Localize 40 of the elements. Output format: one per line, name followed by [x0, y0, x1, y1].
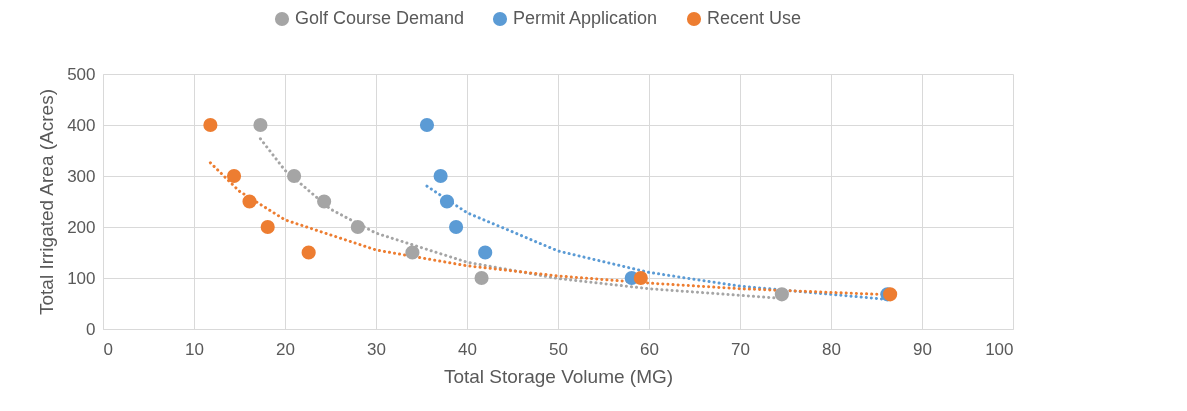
x-tick-label: 50	[549, 339, 568, 359]
point	[633, 270, 648, 286]
x-tick-label: 60	[640, 339, 659, 359]
y-tick-label: 0	[86, 319, 96, 339]
y-tick-label: 400	[67, 115, 96, 135]
legend-label: Golf Course Demand	[295, 8, 465, 28]
point	[419, 117, 435, 133]
point	[474, 270, 489, 286]
point	[350, 219, 365, 235]
x-tick-label: 40	[458, 339, 477, 359]
y-tick-label: 100	[67, 268, 96, 288]
point	[449, 219, 464, 235]
x-tick-label: 90	[913, 339, 932, 359]
point	[433, 168, 448, 184]
point	[301, 245, 316, 260]
x-tick-label: 100	[985, 339, 1014, 359]
y-tick-label: 500	[67, 64, 96, 84]
point	[203, 117, 218, 133]
point	[478, 245, 493, 260]
point	[242, 194, 257, 209]
x-tick-label: 20	[276, 339, 295, 359]
point	[317, 194, 332, 209]
point	[774, 287, 789, 302]
x-tick-label: 30	[367, 339, 386, 359]
x-tick-label: 80	[822, 339, 841, 359]
y-axis-title: Total Irrigated Area (Acres)	[36, 89, 58, 315]
legend-label: Permit Application	[513, 8, 658, 28]
y-tick-label: 200	[67, 217, 96, 237]
x-axis-title: Total Storage Volume (MG)	[443, 365, 674, 387]
y-tick-label: 300	[67, 166, 96, 186]
x-tick-label: 0	[103, 339, 113, 359]
point	[226, 168, 242, 184]
point	[405, 245, 420, 260]
x-tick-label: 10	[185, 339, 204, 359]
point	[260, 219, 275, 235]
x-tick-label: 70	[731, 339, 750, 359]
point	[439, 194, 455, 209]
point	[287, 168, 302, 184]
legend-label: Recent Use	[707, 8, 802, 28]
point	[253, 117, 268, 133]
